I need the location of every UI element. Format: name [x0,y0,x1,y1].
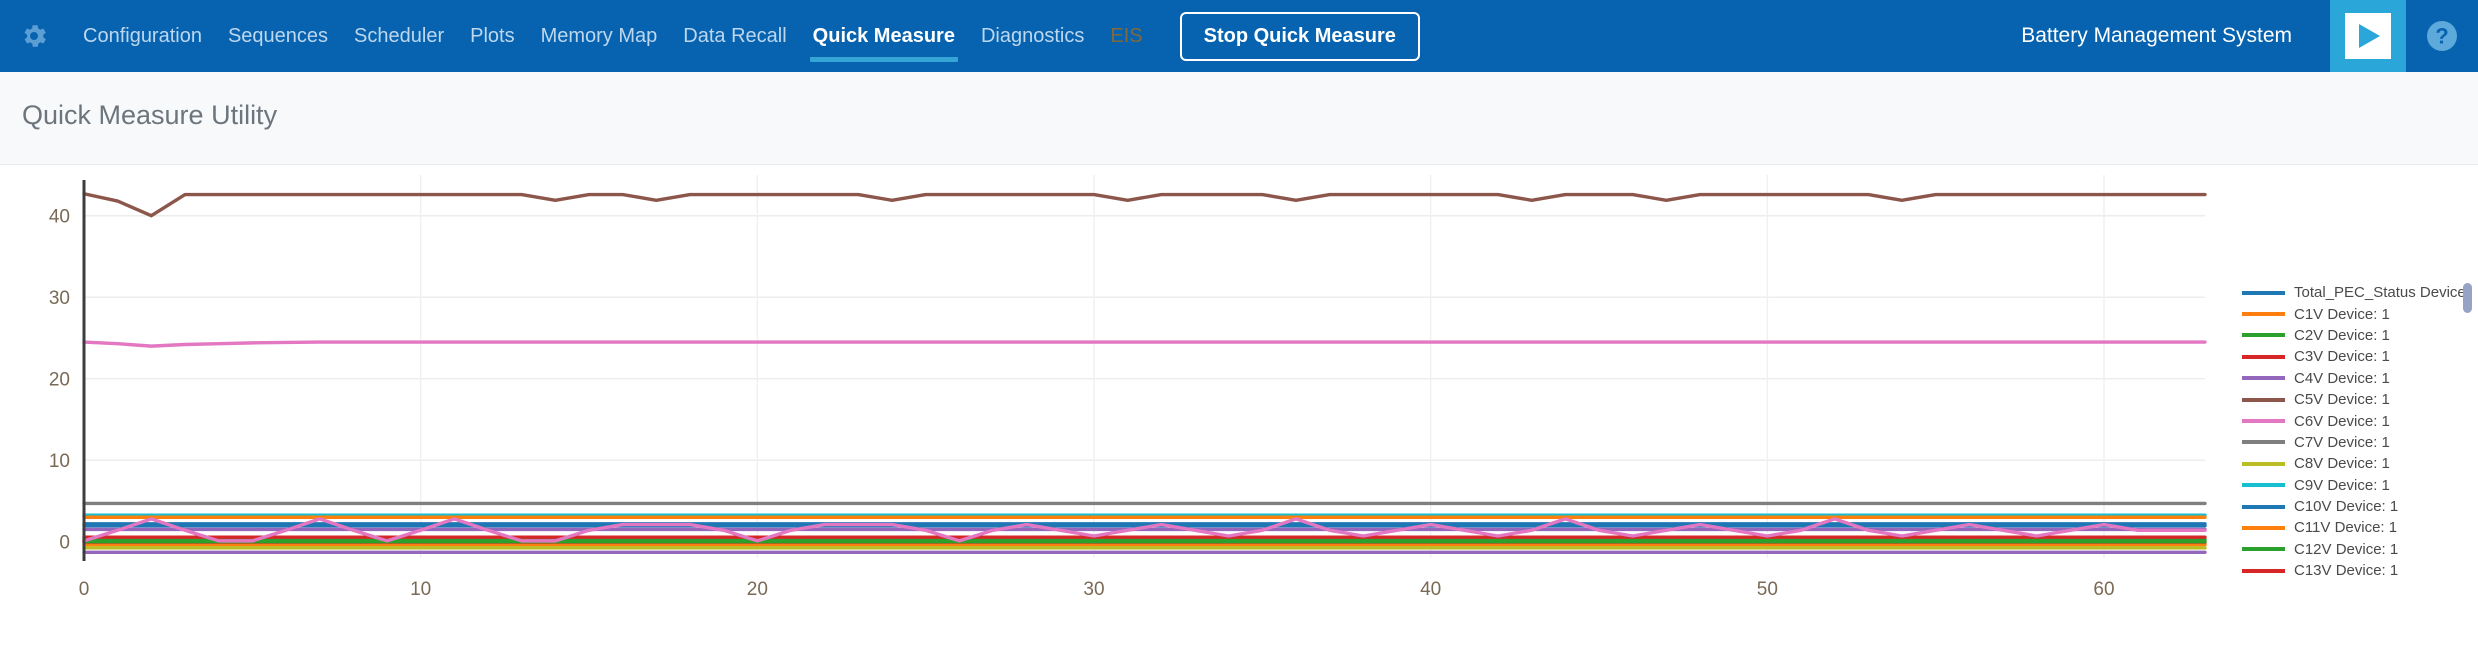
legend-item-label: C6V Device: 1 [2294,412,2390,430]
legend-color-swatch [2242,312,2285,317]
help-circle-icon: ? [2427,21,2457,51]
brand-title: Battery Management System [2021,24,2292,47]
legend-color-swatch [2242,483,2285,488]
legend-item-label: C9V Device: 1 [2294,476,2390,494]
top-navbar: Configuration Sequences Scheduler Plots … [0,0,2478,72]
svg-text:10: 10 [49,451,70,472]
legend-item-label: Total_PEC_Status Device: 1 [2294,284,2470,302]
active-tab-underline [809,57,958,62]
svg-text:20: 20 [747,579,768,600]
svg-text:60: 60 [2093,579,2114,600]
stop-quick-measure-button[interactable]: Stop Quick Measure [1179,11,1420,61]
svg-text:0: 0 [79,579,90,600]
nav-item-sequences[interactable]: Sequences [215,0,341,72]
play-icon [2345,13,2391,59]
svg-text:50: 50 [1757,579,1778,600]
legend-item[interactable]: Total_PEC_Status Device: 1 [2242,282,2470,303]
nav-label: Data Recall [683,25,787,47]
legend-item[interactable]: C11V Device: 1 [2242,517,2470,538]
svg-text:40: 40 [1420,579,1441,600]
quick-measure-line-chart[interactable]: 0 10 20 30 40 0 10 20 30 40 50 60 [0,165,2478,650]
legend-item-label: C10V Device: 1 [2294,498,2399,516]
nav-item-plots[interactable]: Plots [457,0,527,72]
nav-items: Configuration Sequences Scheduler Plots … [70,0,1156,72]
legend-item-label: C2V Device: 1 [2294,326,2390,344]
nav-item-diagnostics[interactable]: Diagnostics [968,0,1097,72]
nav-label: Quick Measure [812,25,955,47]
nav-item-memory-map[interactable]: Memory Map [528,0,671,72]
legend-item[interactable]: C3V Device: 1 [2242,346,2470,367]
legend-scrollbar[interactable] [2463,283,2472,581]
nav-label: EIS [1110,25,1143,47]
svg-text:0: 0 [59,533,70,554]
legend-item[interactable]: C7V Device: 1 [2242,432,2470,453]
legend-color-swatch [2242,354,2285,359]
legend-color-swatch [2242,397,2285,402]
legend-color-swatch [2242,504,2285,509]
legend-color-swatch [2242,547,2285,552]
legend-color-swatch [2242,440,2285,445]
chart-container: 0 10 20 30 40 0 10 20 30 40 50 60 [0,165,2478,650]
legend-item-label: C11V Device: 1 [2294,519,2398,537]
legend-item[interactable]: C5V Device: 1 [2242,389,2470,410]
page-header-band: Quick Measure Utility [0,72,2478,165]
legend-item[interactable]: C2V Device: 1 [2242,325,2470,346]
legend-item-label: C1V Device: 1 [2294,305,2390,323]
chart-legend[interactable]: Total_PEC_Status Device: 1 C1V Device: 1 C… [2242,282,2470,582]
nav-label: Sequences [227,25,329,47]
legend-color-swatch [2242,290,2285,295]
nav-item-quick-measure[interactable]: Quick Measure [800,0,968,72]
legend-item[interactable]: C8V Device: 1 [2242,453,2470,474]
legend-item-label: C3V Device: 1 [2294,348,2390,366]
legend-item-label: C7V Device: 1 [2294,433,2390,451]
nav-label: Scheduler [354,25,445,47]
nav-item-scheduler[interactable]: Scheduler [341,0,457,72]
legend-item[interactable]: C9V Device: 1 [2242,475,2470,496]
legend-item[interactable]: C12V Device: 1 [2242,539,2470,560]
svg-text:40: 40 [49,207,70,228]
legend-item[interactable]: C1V Device: 1 [2242,303,2470,324]
legend-item[interactable]: C6V Device: 1 [2242,410,2470,431]
nav-label: Memory Map [540,25,658,47]
svg-text:?: ? [2435,24,2448,49]
gear-icon[interactable] [14,16,54,56]
legend-color-swatch [2242,568,2285,573]
legend-item-label: C8V Device: 1 [2294,455,2390,473]
legend-item[interactable]: C4V Device: 1 [2242,368,2470,389]
legend-item[interactable]: C10V Device: 1 [2242,496,2470,517]
legend-item-label: C13V Device: 1 [2294,562,2399,580]
legend-item-label: C4V Device: 1 [2294,369,2390,387]
nav-item-data-recall[interactable]: Data Recall [670,0,799,72]
legend-color-swatch [2242,376,2285,381]
nav-label: Plots [470,25,515,47]
legend-item[interactable]: C13V Device: 1 [2242,560,2470,581]
legend-item-label: C5V Device: 1 [2294,391,2390,409]
play-button[interactable] [2330,0,2406,72]
svg-text:10: 10 [410,579,431,600]
svg-text:20: 20 [49,370,70,391]
nav-label: Configuration [83,25,202,47]
svg-text:30: 30 [49,288,70,309]
nav-item-eis: EIS [1097,0,1155,72]
navbar-right: Battery Management System ? [2021,0,2478,72]
legend-color-swatch [2242,419,2285,424]
legend-color-swatch [2242,333,2285,338]
legend-color-swatch [2242,461,2285,466]
page-title: Quick Measure Utility [22,100,278,130]
legend-item-label: C12V Device: 1 [2294,540,2399,558]
nav-label: Diagnostics [980,25,1085,47]
legend-scrollbar-thumb[interactable] [2463,283,2472,313]
legend-color-swatch [2242,525,2285,530]
svg-text:30: 30 [1083,579,1104,600]
help-button[interactable]: ? [2406,0,2478,72]
nav-item-configuration[interactable]: Configuration [70,0,215,72]
